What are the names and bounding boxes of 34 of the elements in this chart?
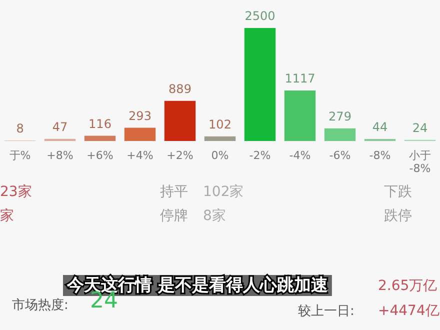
data-label: 116 bbox=[88, 116, 112, 131]
text: 23家 bbox=[0, 184, 32, 200]
data-label: 293 bbox=[128, 108, 152, 123]
x-tick-label: 小于-8% bbox=[409, 149, 431, 175]
text: 家 bbox=[0, 208, 14, 224]
x-tick-label: +4% bbox=[126, 149, 154, 162]
text: 跌停 bbox=[384, 208, 412, 224]
data-label: 889 bbox=[168, 82, 192, 96]
x-tick-label: +6% bbox=[86, 149, 114, 162]
text: 下跌 bbox=[384, 184, 412, 200]
text: 102家 bbox=[203, 184, 244, 200]
x-tick-label: -2% bbox=[249, 149, 271, 162]
x-tick-label: -6% bbox=[329, 149, 351, 162]
text: 停牌 bbox=[160, 208, 188, 224]
data-label: 279 bbox=[328, 109, 352, 124]
text: +4474亿 bbox=[378, 303, 440, 319]
x-tick-label: -8% bbox=[369, 149, 391, 162]
x-tick-label: 于% bbox=[9, 149, 31, 162]
data-label: 102 bbox=[208, 117, 232, 132]
data-label: 2500 bbox=[244, 9, 276, 23]
x-tick-label: -4% bbox=[289, 149, 311, 162]
x-tick-label: +8% bbox=[46, 149, 74, 162]
text: 持平 bbox=[160, 184, 188, 200]
text: 2.65万亿 bbox=[378, 278, 438, 294]
data-label: 8 bbox=[16, 122, 24, 136]
data-label: 24 bbox=[412, 120, 428, 135]
data-label: 47 bbox=[52, 120, 68, 134]
text: 较上一日: bbox=[298, 304, 354, 319]
x-tick-label: +2% bbox=[166, 149, 194, 162]
data-label: 1117 bbox=[284, 72, 316, 86]
x-tick-label: 0% bbox=[211, 149, 229, 162]
text: 8家 bbox=[203, 208, 226, 224]
data-label: 44 bbox=[372, 120, 388, 134]
text: 市场热度: bbox=[12, 297, 68, 313]
